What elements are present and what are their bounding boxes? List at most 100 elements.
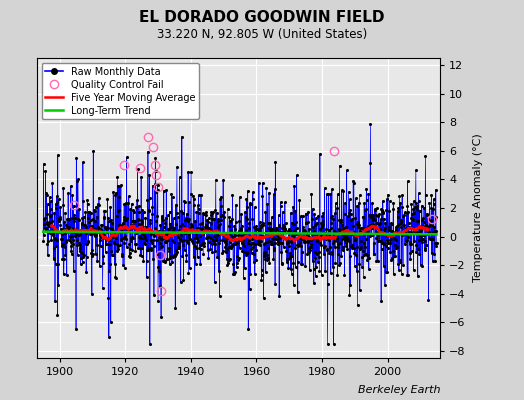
Point [390, 242, 399, 248]
Point [233, 252, 241, 259]
Point [360, 200, 368, 206]
Point [296, 239, 304, 245]
Point [191, 243, 199, 250]
Point [372, 257, 380, 264]
Point [351, 236, 359, 243]
Y-axis label: Temperature Anomaly (°C): Temperature Anomaly (°C) [473, 134, 483, 282]
Point [135, 209, 144, 216]
Point [48, 229, 56, 236]
Point [363, 252, 372, 258]
Point [400, 228, 408, 234]
Point [200, 240, 209, 246]
Point [153, 213, 161, 220]
Point [177, 237, 185, 244]
Point [354, 218, 362, 225]
Point [277, 260, 286, 266]
Point [363, 197, 371, 203]
Point [248, 216, 257, 222]
Point [307, 244, 315, 251]
Point [101, 249, 110, 255]
Point [126, 246, 135, 252]
Point [220, 232, 228, 238]
Point [281, 226, 289, 233]
Point [110, 238, 118, 245]
Point [236, 227, 245, 233]
Point [66, 233, 74, 239]
Point [298, 261, 307, 267]
Point [161, 259, 169, 266]
Point [67, 242, 75, 249]
Point [430, 196, 438, 202]
Point [127, 238, 135, 244]
Point [59, 226, 67, 232]
Point [96, 263, 104, 269]
Point [364, 224, 373, 230]
Point [318, 272, 326, 278]
Point [83, 197, 92, 203]
Point [318, 222, 326, 228]
Point [268, 214, 276, 220]
Point [271, 280, 279, 287]
Point [197, 192, 205, 198]
Point [89, 148, 97, 154]
Point [77, 255, 85, 261]
Point [264, 245, 272, 251]
Point [47, 206, 55, 212]
Point [233, 264, 241, 271]
Point [45, 222, 53, 228]
Point [374, 258, 382, 264]
Point [61, 226, 70, 232]
Point [180, 199, 189, 205]
Point [45, 228, 53, 234]
Point [290, 228, 299, 234]
Point [209, 236, 217, 243]
Point [222, 234, 231, 240]
Point [57, 236, 66, 242]
Point [319, 210, 328, 216]
Point [389, 200, 398, 206]
Point [263, 251, 271, 258]
Point [116, 228, 124, 235]
Point [42, 192, 51, 198]
Point [269, 236, 277, 242]
Point [240, 230, 248, 237]
Point [340, 234, 348, 240]
Point [173, 231, 181, 237]
Point [358, 254, 366, 260]
Point [244, 326, 253, 333]
Point [432, 186, 440, 193]
Point [283, 256, 292, 262]
Point [271, 228, 280, 235]
Point [131, 248, 139, 254]
Point [308, 230, 316, 236]
Point [161, 220, 170, 227]
Point [331, 210, 339, 217]
Point [312, 264, 320, 270]
Point [242, 214, 250, 220]
Point [252, 223, 260, 230]
Point [332, 234, 341, 241]
Point [377, 206, 386, 212]
Point [179, 242, 187, 248]
Point [116, 221, 125, 228]
Point [281, 220, 290, 226]
Point [432, 240, 441, 246]
Point [186, 226, 194, 232]
Point [113, 248, 121, 254]
Point [170, 239, 178, 246]
Point [335, 262, 343, 268]
Point [56, 214, 64, 221]
Point [167, 191, 176, 197]
Point [221, 248, 230, 255]
Point [138, 244, 147, 251]
Point [282, 240, 291, 246]
Text: 33.220 N, 92.805 W (United States): 33.220 N, 92.805 W (United States) [157, 28, 367, 41]
Point [141, 241, 149, 247]
Point [326, 220, 335, 226]
Point [200, 211, 208, 218]
Point [177, 208, 185, 214]
Point [180, 224, 188, 230]
Point [429, 200, 438, 207]
Point [255, 239, 263, 246]
Point [317, 220, 325, 226]
